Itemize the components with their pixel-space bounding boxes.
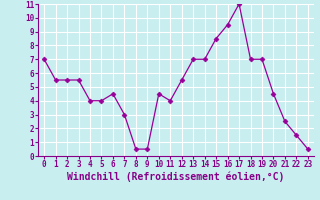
X-axis label: Windchill (Refroidissement éolien,°C): Windchill (Refroidissement éolien,°C) [67,172,285,182]
